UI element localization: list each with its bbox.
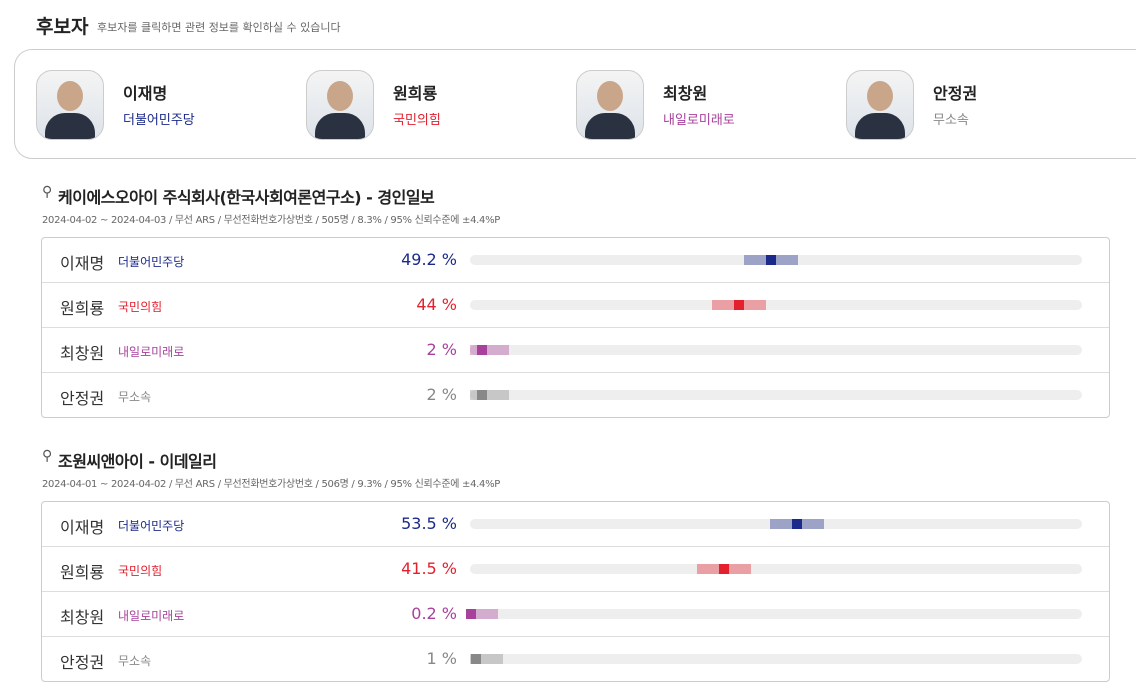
candidate-name[interactable]: 최창원	[663, 84, 708, 103]
candidate-party: 국민의힘	[393, 113, 441, 128]
value-marker	[718, 564, 729, 574]
candidate-photo[interactable]	[306, 70, 374, 140]
candidate-photo[interactable]	[576, 70, 644, 140]
section-subtitle: 후보자를 클릭하면 관련 정보를 확인하실 수 있습니다	[97, 21, 341, 34]
candidate-name[interactable]: 이재명	[123, 84, 168, 103]
poll-table	[41, 501, 1110, 682]
row-value: 53.5 %	[401, 514, 457, 533]
row-divider	[42, 636, 1109, 637]
row-value: 2 %	[426, 385, 457, 404]
poll-title: 케이에스오아이 주식회사(한국사회여론연구소) - 경인일보	[58, 188, 435, 207]
bar-track	[470, 300, 1082, 310]
row-party: 더불어민주당	[118, 255, 185, 269]
row-value: 44 %	[416, 295, 457, 314]
value-marker	[766, 255, 777, 265]
row-name: 최창원	[60, 344, 105, 363]
row-name: 이재명	[60, 254, 105, 273]
value-marker	[734, 300, 745, 310]
clip-icon: ⚲	[42, 448, 53, 464]
margin-band	[470, 654, 504, 664]
row-name: 원희룡	[60, 563, 105, 582]
row-party: 내일로미래로	[118, 345, 185, 359]
value-marker	[792, 519, 803, 529]
poll-meta: 2024-04-01 ~ 2024-04-02 / 무선 ARS / 무선전화번…	[42, 479, 501, 490]
value-marker	[471, 654, 482, 664]
bar-track	[470, 564, 1082, 574]
row-divider	[42, 327, 1109, 328]
row-name: 원희룡	[60, 299, 105, 318]
poll-table	[41, 237, 1110, 418]
candidate-photo[interactable]	[36, 70, 104, 140]
row-divider	[42, 591, 1109, 592]
value-marker	[477, 345, 488, 355]
photo-body	[315, 113, 365, 139]
photo-head	[327, 81, 353, 111]
row-divider	[42, 546, 1109, 547]
poll-title: 조원씨앤아이 - 이데일리	[58, 452, 217, 471]
margin-band	[470, 345, 510, 355]
row-name: 안정권	[60, 653, 105, 672]
bar-track	[470, 390, 1082, 400]
row-name: 이재명	[60, 518, 105, 537]
bar-track	[470, 345, 1082, 355]
section-title: 후보자	[36, 16, 89, 38]
row-party: 국민의힘	[118, 564, 163, 578]
value-marker	[477, 390, 488, 400]
candidate-party: 더불어민주당	[123, 113, 195, 128]
photo-head	[597, 81, 623, 111]
candidate-name[interactable]: 안정권	[933, 84, 978, 103]
row-divider	[42, 282, 1109, 283]
row-value: 41.5 %	[401, 559, 457, 578]
bar-track	[470, 654, 1082, 664]
bar-track	[470, 609, 1082, 619]
clip-icon: ⚲	[42, 184, 53, 200]
photo-head	[867, 81, 893, 111]
row-value: 1 %	[426, 649, 457, 668]
candidate-party: 무소속	[933, 113, 969, 128]
value-marker	[466, 609, 477, 619]
candidate-photo[interactable]	[846, 70, 914, 140]
row-name: 최창원	[60, 608, 105, 627]
margin-band	[470, 609, 499, 619]
row-value: 2 %	[426, 340, 457, 359]
row-name: 안정권	[60, 389, 105, 408]
row-party: 더불어민주당	[118, 519, 185, 533]
poll-meta: 2024-04-02 ~ 2024-04-03 / 무선 ARS / 무선전화번…	[42, 215, 501, 226]
margin-band	[470, 390, 510, 400]
candidate-name[interactable]: 원희룡	[393, 84, 438, 103]
photo-body	[855, 113, 905, 139]
row-value: 49.2 %	[401, 250, 457, 269]
row-value: 0.2 %	[411, 604, 457, 623]
row-party: 무소속	[118, 390, 152, 404]
row-party: 무소속	[118, 654, 152, 668]
row-party: 내일로미래로	[118, 609, 185, 623]
photo-body	[45, 113, 95, 139]
candidate-party: 내일로미래로	[663, 113, 735, 128]
row-divider	[42, 372, 1109, 373]
candidate-card	[14, 49, 1136, 159]
bar-track	[470, 519, 1082, 529]
photo-head	[57, 81, 83, 111]
row-party: 국민의힘	[118, 300, 163, 314]
photo-body	[585, 113, 635, 139]
